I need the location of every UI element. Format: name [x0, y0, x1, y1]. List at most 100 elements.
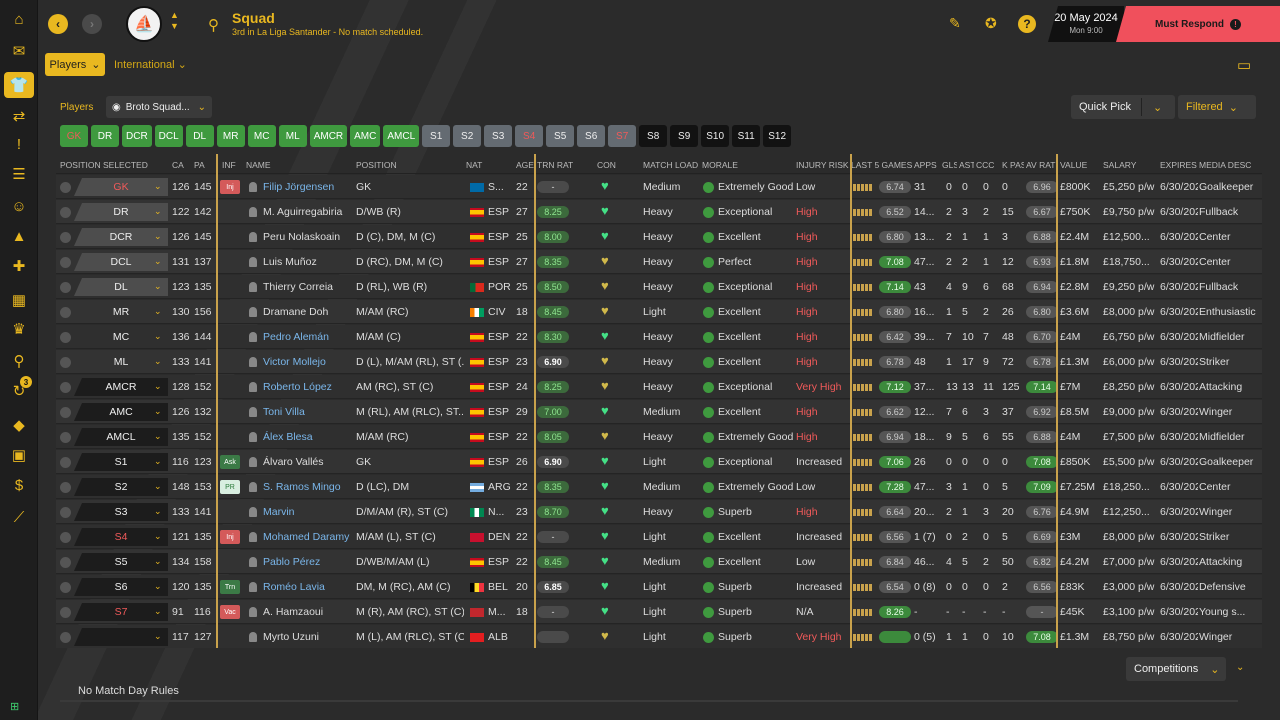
position-selected-dropdown[interactable] — [74, 628, 168, 646]
date-display[interactable]: 20 May 2024 Mon 9:00 — [1048, 6, 1124, 42]
column-header[interactable]: K PAS — [1002, 160, 1024, 170]
player-name[interactable]: Thierry Correia — [263, 281, 334, 293]
column-header[interactable]: TRN RAT — [537, 160, 574, 170]
filter-dropdown[interactable]: Filtered ⌄ — [1178, 95, 1256, 119]
table-row[interactable]: S4 ⌄ 121 135 Inj Mohamed Daramy M/AM (L), ST (… — [56, 525, 1262, 549]
selection-checkbox[interactable] — [60, 632, 71, 643]
quick-pick-button[interactable]: Quick Pick ⌄ — [1071, 95, 1175, 119]
monitor-icon[interactable]: ▭ — [1237, 57, 1252, 74]
column-header[interactable]: MATCH LOAD — [643, 160, 699, 170]
column-header[interactable]: VALUE — [1060, 160, 1088, 170]
position-button-s2[interactable]: S2 — [453, 125, 482, 147]
club-crest-icon[interactable]: ⛵ — [126, 6, 162, 42]
player-name[interactable]: S. Ramos Mingo — [263, 481, 341, 493]
chevron-down-icon[interactable]: ⌄ — [154, 256, 162, 266]
must-respond-button[interactable]: Must Respond ! — [1116, 6, 1280, 42]
position-button-mr[interactable]: MR — [216, 125, 245, 147]
medical-icon[interactable]: ✚ — [12, 258, 26, 275]
position-selected-dropdown[interactable]: DR — [74, 203, 168, 221]
chevron-down-icon[interactable]: ⌄ — [154, 431, 162, 441]
position-selected-dropdown[interactable]: MC — [112, 331, 130, 343]
selection-checkbox[interactable] — [60, 282, 71, 293]
position-selected-dropdown[interactable]: S5 — [74, 553, 168, 571]
players-menu[interactable]: Players ⌄ — [45, 53, 105, 76]
chevron-down-icon[interactable]: ⌄ — [154, 531, 162, 541]
player-name[interactable]: Dramane Doh — [263, 306, 329, 318]
chevron-down-icon[interactable]: ⌄ — [154, 606, 162, 616]
position-button-gk[interactable]: GK — [60, 125, 88, 147]
player-name[interactable]: Álex Blesa — [263, 431, 313, 443]
table-row[interactable]: AMCL ⌄ 135 152 Álex Blesa M/AM (RC) ESP 22 8.05 ♥… — [56, 425, 1262, 449]
column-header[interactable]: CCC — [976, 160, 995, 170]
alert-icon[interactable]: ! — [16, 135, 22, 153]
position-button-dl[interactable]: DL — [185, 125, 214, 147]
chevron-down-icon[interactable]: ⌄ — [154, 556, 162, 566]
column-header[interactable]: EXPIRES — [1160, 160, 1197, 170]
position-button-s9[interactable]: S9 — [670, 125, 699, 147]
column-header[interactable]: SALARY — [1103, 160, 1137, 170]
position-selected-dropdown[interactable]: S1 — [74, 453, 168, 471]
chevron-down-icon[interactable]: ⌄ — [154, 456, 162, 466]
position-selected-dropdown[interactable]: S4 — [74, 528, 168, 546]
position-button-dcr[interactable]: DCR — [122, 125, 152, 147]
column-header[interactable]: LAST 5 GAMES — [851, 160, 912, 170]
competitions-dropdown[interactable]: Competitions ⌄ — [1126, 657, 1226, 681]
position-button-s10[interactable]: S10 — [701, 125, 730, 147]
table-row[interactable]: MC ⌄ 136 144 Pedro Alemán M/AM (C) ESP 22 8.30 ♥ H… — [56, 325, 1262, 349]
column-header[interactable]: APPS — [914, 160, 937, 170]
column-header[interactable]: MEDIA DESC — [1199, 160, 1252, 170]
selection-checkbox[interactable] — [60, 432, 71, 443]
selection-checkbox[interactable] — [60, 457, 71, 468]
column-header[interactable]: NAT — [466, 160, 483, 170]
chevron-down-icon[interactable]: ⌄ — [154, 206, 162, 216]
corner-status-icon[interactable]: ⊞ — [10, 701, 20, 713]
help-icon[interactable]: ? — [1018, 15, 1036, 33]
selection-checkbox[interactable] — [60, 382, 71, 393]
chevron-down-icon[interactable]: ⌄ — [154, 406, 162, 416]
staff-icon[interactable]: ☺ — [11, 197, 27, 215]
forward-button[interactable]: › — [82, 14, 102, 34]
position-button-s8[interactable]: S8 — [639, 125, 668, 147]
position-selected-dropdown[interactable]: DL — [74, 278, 168, 296]
table-row[interactable]: S1 ⌄ 116 123 Ask Álvaro Vallés GK ESP 26 6.90 ♥ Lig… — [56, 450, 1262, 474]
position-selected-dropdown[interactable]: S2 — [74, 478, 168, 496]
chevron-down-icon[interactable]: ⌄ — [154, 231, 162, 241]
position-selected-dropdown[interactable]: S3 — [74, 503, 168, 521]
column-header[interactable]: AGE — [516, 160, 534, 170]
club-switch-icon[interactable]: ▲ ▼ — [170, 10, 179, 31]
selection-checkbox[interactable] — [60, 507, 71, 518]
table-row[interactable]: DL ⌄ 123 135 Thierry Correia D (RL), WB (R) PO… — [56, 275, 1262, 299]
chevron-down-icon[interactable]: ⌄ — [154, 481, 162, 491]
position-selected-dropdown[interactable]: AMCL — [74, 428, 168, 446]
inbox-icon[interactable]: ✉ — [12, 43, 26, 60]
player-name[interactable]: M. Aguirregabiria — [263, 206, 343, 218]
position-selected-dropdown[interactable]: DCR — [74, 228, 168, 246]
position-button-dr[interactable]: DR — [91, 125, 119, 147]
player-name[interactable]: Marvin — [263, 506, 295, 518]
position-selected-dropdown[interactable]: AMCR — [74, 378, 168, 396]
position-button-s11[interactable]: S11 — [732, 125, 761, 147]
position-selected-dropdown[interactable]: AMC — [74, 403, 168, 421]
position-button-s6[interactable]: S6 — [577, 125, 606, 147]
selection-checkbox[interactable] — [60, 607, 71, 618]
stats-icon[interactable]: ⟋ — [13, 508, 25, 526]
position-selected-dropdown[interactable]: S7 — [74, 603, 168, 621]
column-header[interactable]: NAME — [246, 160, 271, 170]
chevron-down-icon[interactable]: ⌄ — [154, 381, 162, 391]
selection-checkbox[interactable] — [60, 307, 71, 318]
table-row[interactable]: DCR ⌄ 126 145 Peru Nolaskoain D (C), DM, M (C… — [56, 225, 1262, 249]
chevron-down-icon[interactable]: ⌄ — [154, 506, 162, 516]
column-header[interactable]: CA — [172, 160, 184, 170]
position-selected-dropdown[interactable]: GK — [74, 178, 168, 196]
player-name[interactable]: Victor Mollejo — [263, 356, 326, 368]
player-name[interactable]: Toni Villa — [263, 406, 305, 418]
position-button-s4[interactable]: S4 — [515, 125, 544, 147]
position-selected-dropdown[interactable]: S6 — [74, 578, 168, 596]
selection-checkbox[interactable] — [60, 182, 71, 193]
selection-checkbox[interactable] — [60, 232, 71, 243]
position-button-s7[interactable]: S7 — [608, 125, 637, 147]
column-header[interactable]: POSITION — [356, 160, 397, 170]
award-icon[interactable]: ✪ — [985, 15, 997, 31]
expand-chevron-icon[interactable]: ⌄ — [1236, 662, 1245, 673]
player-name[interactable]: Roméo Lavia — [263, 581, 325, 593]
